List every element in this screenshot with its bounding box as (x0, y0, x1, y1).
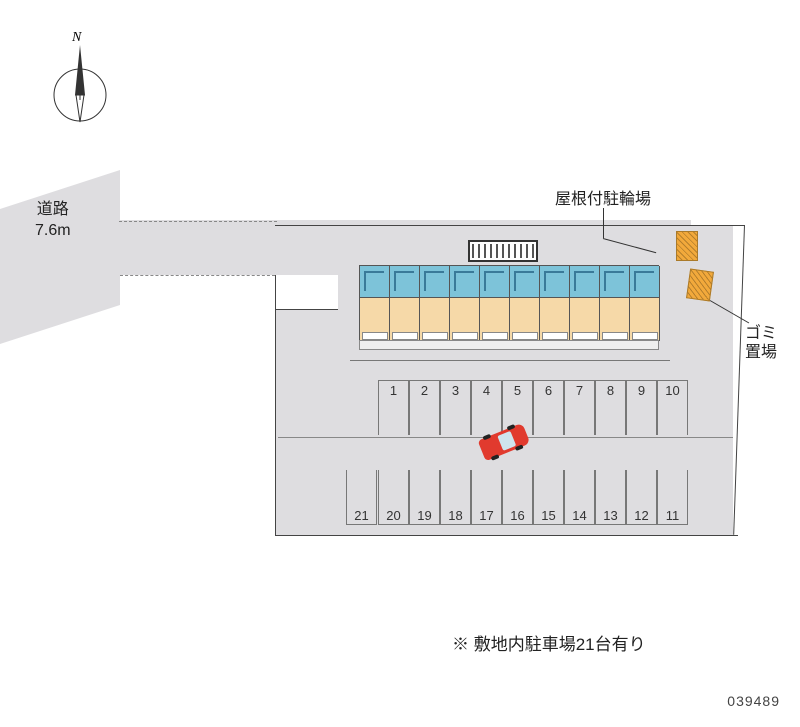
compass-icon (50, 40, 110, 135)
parking-space: 21 (346, 470, 377, 525)
parking-row-top: 12345678910 (378, 380, 688, 435)
boundary-left (275, 309, 276, 535)
parking-space: 3 (440, 380, 471, 435)
trash-label-line1: ゴミ (745, 324, 777, 343)
road-text: 道路 (35, 200, 71, 221)
trash-label: ゴミ 置場 (745, 324, 777, 362)
boundary-bottom (275, 535, 738, 536)
building-unit (420, 266, 450, 341)
building-unit (630, 266, 660, 341)
boundary-dash-mid (120, 275, 275, 276)
building-unit (450, 266, 480, 341)
building-unit (570, 266, 600, 341)
parking-space: 1 (378, 380, 409, 435)
parking-space: 10 (657, 380, 688, 435)
building-unit (360, 266, 390, 341)
road-label: 道路 7.6m (35, 200, 71, 242)
building-baseline (350, 360, 670, 361)
bike-parking-label: 屋根付駐輪場 (555, 185, 651, 209)
boundary-right (733, 225, 745, 535)
stairwell (468, 240, 538, 262)
building-unit (510, 266, 540, 341)
parking-row-bottom: 11121314151617181920 (378, 470, 688, 525)
trash-area (686, 268, 714, 301)
parking-space: 8 (595, 380, 626, 435)
parking-space: 12 (626, 470, 657, 525)
parking-space: 14 (564, 470, 595, 525)
building-walkway (359, 340, 659, 350)
parking-space: 6 (533, 380, 564, 435)
boundary-step-h (275, 309, 338, 310)
parking-space: 19 (409, 470, 440, 525)
building-unit (540, 266, 570, 341)
parking-space: 13 (595, 470, 626, 525)
road-area (0, 170, 120, 344)
parking-space: 11 (657, 470, 688, 525)
building-unit (600, 266, 630, 341)
trash-label-line2: 置場 (745, 343, 777, 362)
document-id: 039489 (727, 693, 780, 709)
parking-space: 17 (471, 470, 502, 525)
parking-space: 4 (471, 380, 502, 435)
boundary-step-v (275, 275, 276, 309)
road-width: 7.6m (35, 221, 71, 242)
boundary-dash-top (119, 221, 277, 222)
parking-space: 15 (533, 470, 564, 525)
building-unit (390, 266, 420, 341)
boundary-top (275, 225, 745, 226)
site-plan-diagram: N 道路 7.6m 12345678910 111213141516171819… (0, 0, 800, 727)
parking-space: 20 (378, 470, 409, 525)
leader-line (603, 208, 604, 238)
parking-space: 18 (440, 470, 471, 525)
parking-space: 16 (502, 470, 533, 525)
parking-space: 2 (409, 380, 440, 435)
parking-note: ※ 敷地内駐車場21台有り (452, 630, 646, 655)
building-unit (480, 266, 510, 341)
building (359, 265, 659, 340)
parking-space: 9 (626, 380, 657, 435)
bike-parking-area (676, 231, 698, 261)
parking-space: 7 (564, 380, 595, 435)
